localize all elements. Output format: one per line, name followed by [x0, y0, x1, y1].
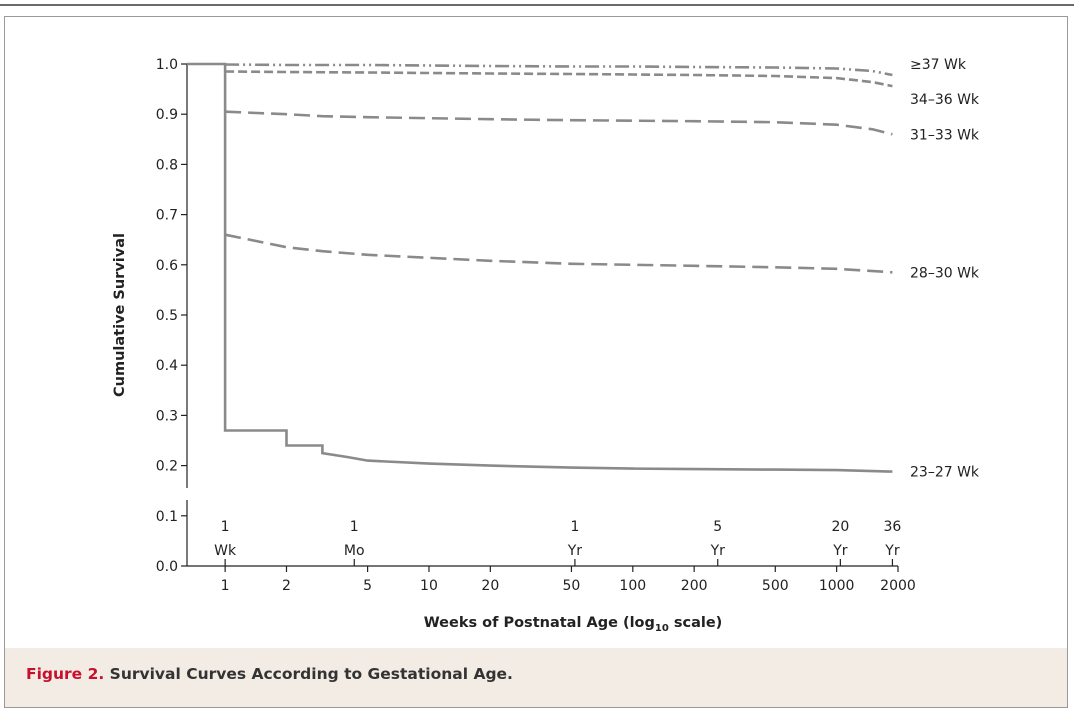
y-tick-label: 0.0 [156, 559, 178, 575]
time-marker-top: 1 [350, 519, 359, 535]
series-line-23-27-wk [187, 62, 893, 473]
time-marker-bottom: Yr [832, 543, 848, 559]
y-tick-label: 0.7 [156, 208, 178, 224]
series-line-31-33-wk [225, 110, 893, 136]
axes: 0.0 0.1 0.2 0.3 0.4 0.5 0.6 0.7 0.8 0.9 1.0 1 2 5 10 20… [112, 57, 916, 634]
y-tick-label: 0.2 [156, 459, 178, 475]
x-tick-label: 20 [481, 578, 499, 594]
time-marker-bottom: Yr [884, 543, 900, 559]
labels-layer: ≥37 Wk 34–36 Wk 31–33 Wk 28–30 Wk 23–27 Wk [910, 57, 980, 481]
series-label-23-27-wk: 23–27 Wk [910, 465, 980, 481]
y-tick-label: 0.8 [156, 157, 178, 173]
x-tick-label: 500 [762, 578, 789, 594]
x-axis-label-main: Weeks of Postnatal Age (log [424, 615, 655, 631]
time-marker-top: 1 [570, 519, 579, 535]
y-tick-label: 0.9 [156, 107, 178, 123]
x-tick-label: 2000 [880, 578, 916, 594]
time-marker-bottom: Yr [710, 543, 726, 559]
time-marker-bottom: Mo [344, 543, 365, 559]
x-tick-label: 10 [420, 578, 438, 594]
x-tick-label: 200 [681, 578, 708, 594]
x-tick-label: 100 [619, 578, 646, 594]
top-rule [0, 4, 1074, 6]
y-tick-label: 0.4 [156, 358, 178, 374]
time-marker-top: 1 [221, 519, 230, 535]
y-tick-label: 1.0 [156, 57, 178, 73]
series-line-37-wk [225, 63, 893, 77]
series-label-31-33-wk: 31–33 Wk [910, 127, 980, 143]
y-tick-label: 0.1 [156, 509, 178, 525]
y-tick-label: 0.3 [156, 408, 178, 424]
time-marker-top: 36 [884, 519, 902, 535]
time-marker-bottom: Wk [214, 543, 237, 559]
x-tick-label: 50 [563, 578, 581, 594]
series-layer [187, 62, 893, 473]
figure-label: Figure 2. [26, 665, 105, 683]
y-tick-label: 0.5 [156, 308, 178, 324]
series-label-28-30-wk: 28–30 Wk [910, 265, 980, 281]
y-tick-label: 0.6 [156, 258, 178, 274]
figure-frame [4, 16, 1068, 708]
caption-bar [5, 648, 1067, 707]
series-label-37-wk: ≥37 Wk [910, 57, 967, 73]
series-line-34-36-wk [225, 70, 893, 88]
x-tick-label: 1000 [819, 578, 855, 594]
x-tick-label: 1 [221, 578, 230, 594]
y-axis-label: Cumulative Survival [112, 233, 128, 397]
series-label-34-36-wk: 34–36 Wk [910, 92, 980, 108]
series-line-28-30-wk [224, 233, 893, 274]
figure-caption: Figure 2. Survival Curves According to G… [26, 665, 513, 683]
x-axis-label-subscript: 10 [655, 623, 669, 634]
time-marker-top: 20 [831, 519, 849, 535]
time-marker-top: 5 [713, 519, 722, 535]
x-tick-label: 2 [282, 578, 291, 594]
x-axis-label-suffix: scale) [669, 615, 723, 631]
x-axis-label: Weeks of Postnatal Age (log10 scale) [424, 615, 723, 634]
x-tick-label: 5 [363, 578, 372, 594]
figure-title: Survival Curves According to Gestational… [109, 665, 513, 683]
time-marker-bottom: Yr [567, 543, 583, 559]
